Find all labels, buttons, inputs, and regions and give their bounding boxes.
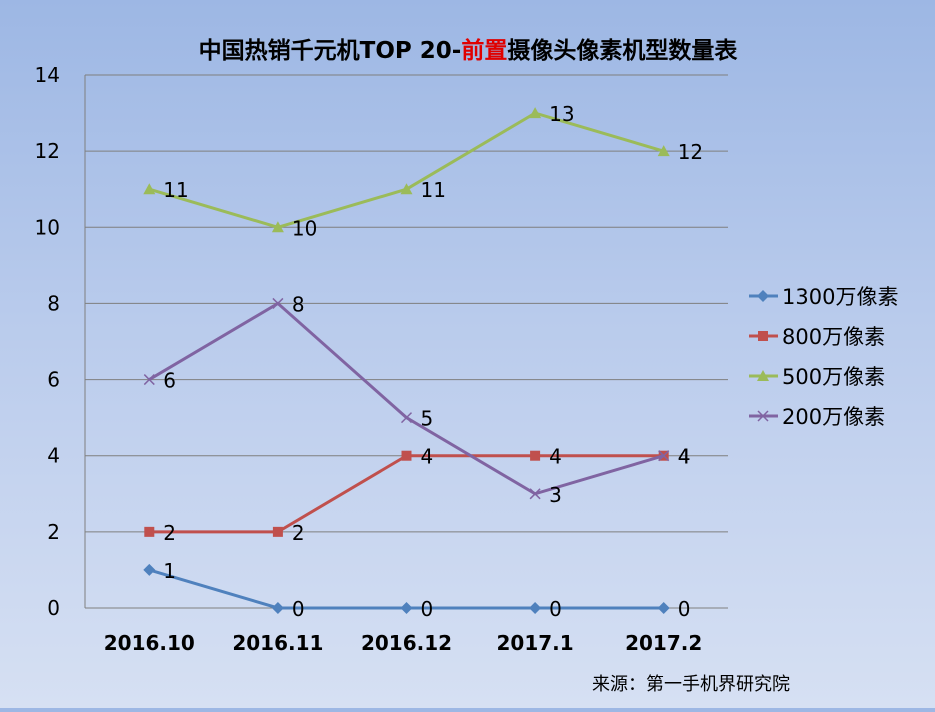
legend-marker: [757, 410, 769, 422]
series-line: [148, 111, 665, 229]
data-point-marker: [529, 107, 542, 119]
x-tick-label: 2017.2: [625, 631, 702, 655]
legend-label: 200万像素: [782, 405, 885, 429]
data-point-marker: [272, 297, 284, 309]
data-label: 11: [163, 178, 188, 202]
y-tick-label: 10: [35, 215, 60, 239]
data-point-marker: [272, 526, 283, 537]
y-tick-label: 0: [47, 596, 60, 620]
data-label: 0: [678, 597, 691, 621]
y-tick-label: 8: [47, 291, 60, 315]
data-point-marker: [657, 145, 670, 157]
y-tick-label: 12: [35, 139, 60, 163]
data-label: 4: [421, 445, 434, 469]
data-point-marker: [401, 450, 412, 461]
data-label: 0: [421, 597, 434, 621]
series-triangle: 11 10 11 13 12: [143, 102, 703, 240]
data-point-marker: [529, 602, 542, 614]
data-label: 8: [292, 292, 305, 316]
x-axis-ticks: 2016.10 2016.11 2016.12 2017.1 2017.2: [104, 631, 703, 655]
legend-marker: [758, 331, 768, 341]
data-label: 4: [678, 445, 691, 469]
chart-title-part: 摄像头像素机型数量表: [507, 37, 738, 64]
chart-title-part: 中国热销千元机TOP 20-: [199, 38, 462, 64]
legend-label: 1300万像素: [782, 285, 898, 309]
legend: 1300万像素 800万像素 500万像素 200万像素: [749, 285, 898, 429]
legend-label: 500万像素: [782, 365, 885, 389]
series-line: [148, 301, 665, 496]
grid-lines: [84, 74, 728, 609]
legend-item: 800万像素: [749, 325, 885, 349]
data-label: 13: [549, 102, 574, 126]
data-point-marker: [400, 602, 413, 614]
x-tick-label: 2016.11: [232, 631, 323, 655]
legend-marker: [757, 370, 769, 381]
legend-marker: [757, 290, 769, 302]
data-label: 1: [163, 559, 176, 583]
x-tick-label: 2017.1: [497, 631, 574, 655]
x-tick-label: 2016.10: [104, 631, 195, 655]
series-line: [149, 454, 664, 534]
data-point-marker: [143, 563, 156, 576]
data-point-marker: [271, 221, 284, 233]
y-tick-label: 2: [47, 520, 60, 544]
data-label: 4: [549, 445, 562, 469]
data-point-marker: [143, 374, 155, 386]
data-point-marker: [530, 450, 541, 461]
legend-item: 500万像素: [749, 365, 885, 389]
series-square: 2 2 4 4 4: [144, 445, 690, 545]
y-tick-label: 6: [47, 368, 60, 392]
data-point-marker: [658, 450, 670, 462]
legend-label: 800万像素: [782, 325, 885, 349]
y-axis-ticks: 0 2 4 6 8 10 12 14: [35, 63, 60, 620]
data-point-marker: [529, 488, 541, 500]
data-point-marker: [271, 602, 284, 614]
data-point-marker: [400, 183, 413, 195]
data-point-marker: [400, 412, 413, 424]
y-tick-label: 14: [35, 63, 60, 87]
data-point-marker: [143, 183, 156, 195]
legend-item: 1300万像素: [749, 285, 898, 309]
data-label: 4: [678, 445, 691, 469]
x-tick-label: 2016.12: [361, 631, 452, 655]
data-label: 12: [678, 140, 703, 164]
source-note: 来源：第一手机界研究院: [592, 674, 790, 695]
data-label: 2: [163, 521, 176, 545]
data-label: 2: [292, 521, 305, 545]
data-label: 5: [421, 407, 434, 431]
data-label: 0: [292, 597, 305, 621]
legend-item: 200万像素: [749, 405, 885, 429]
data-label: 10: [292, 216, 317, 240]
data-label: 3: [549, 483, 562, 507]
series-diamond: 1 0 0 0 0: [143, 559, 690, 621]
chart-title-part: 前置: [461, 37, 507, 64]
data-point-marker: [657, 602, 670, 614]
data-label: 0: [549, 597, 562, 621]
data-point-marker: [144, 526, 155, 537]
y-tick-label: 4: [47, 444, 60, 468]
data-label: 11: [421, 178, 446, 202]
chart-title: 中国热销千元机TOP 20-前置摄像头像素机型数量表: [199, 37, 739, 64]
series-x: 6 8 5 3 4: [143, 292, 691, 507]
data-label: 6: [163, 369, 176, 393]
